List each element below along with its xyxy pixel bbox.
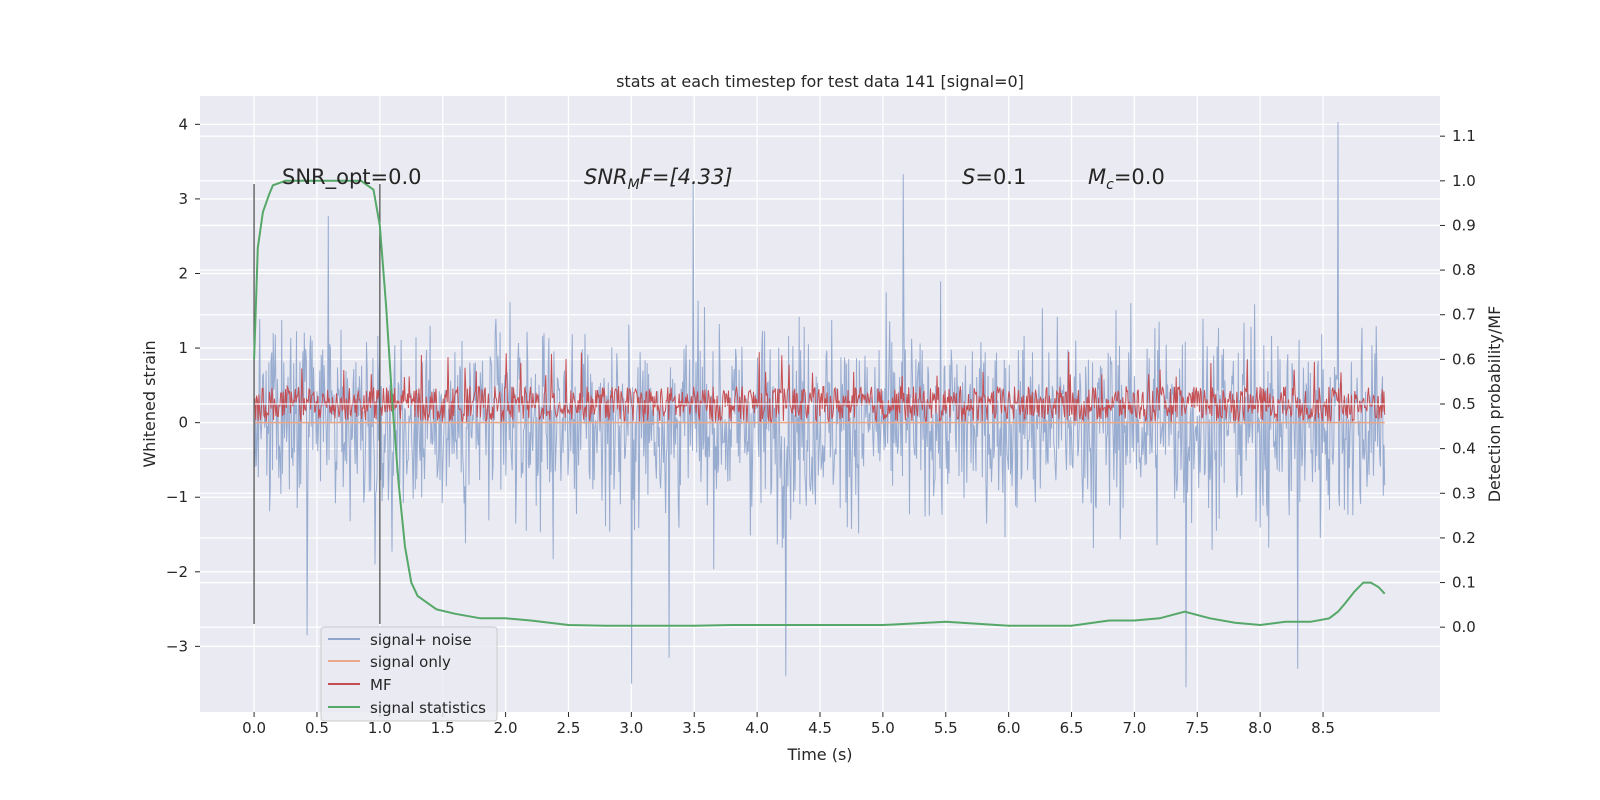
x-axis-ticks: 0.0 0.5 1.0 1.5 2.0 2.5 3.0 3.5 4.0 4.5 5.0 5.5 6.0 6…: [242, 712, 1335, 737]
annotation-snr-mf-sub: M: [628, 177, 640, 193]
legend-label-signal-statistics: signal statistics: [370, 699, 486, 717]
annotation-mc-main: M: [1088, 165, 1106, 189]
annotation-mc-rest: =0.0: [1114, 165, 1165, 189]
x-tick-label: 2.0: [494, 719, 518, 737]
x-tick-label: 8.5: [1311, 719, 1335, 737]
y-axis-left-label: Whitened strain: [140, 340, 159, 467]
x-axis-label: Time (s): [786, 745, 852, 764]
y-left-tick-label: −1: [166, 488, 188, 506]
left-axis-ticks: −3 −2 −1 0 1 2 3 4: [166, 115, 200, 655]
right-axis-ticks: 0.0 0.1 0.2 0.3 0.4 0.5 0.6 0.7 0.8 0.9 1.0 1.1: [1440, 127, 1476, 636]
series-signal-noise: [253, 122, 1386, 688]
y-right-tick-label: 0.7: [1452, 306, 1476, 324]
y-right-tick-label: 1.0: [1452, 172, 1476, 190]
annotation-snr-opt: SNR_opt=0.0: [282, 165, 422, 190]
annotation-s-rest: =0.1: [975, 165, 1026, 189]
x-tick-label: 6.0: [997, 719, 1021, 737]
y-right-tick-label: 0.3: [1452, 484, 1476, 502]
legend: signal+ noise signal only MF signal stat…: [320, 626, 498, 722]
x-tick-label: 1.5: [431, 719, 455, 737]
series-mf: [253, 351, 1386, 423]
annotation-snr-mf: SNRMF=[4.33]: [584, 165, 733, 193]
y-left-tick-label: 0: [178, 414, 188, 432]
series-signal-statistics: [253, 179, 1386, 627]
y-right-tick-label: 0.5: [1452, 395, 1476, 413]
x-tick-label: 8.0: [1248, 719, 1272, 737]
annotation-snr-mf-rest: F=[4.33]: [640, 165, 733, 189]
x-tick-label: 4.5: [808, 719, 832, 737]
y-right-tick-label: 0.6: [1452, 350, 1476, 368]
annotation-mc: Mc=0.0: [1088, 165, 1165, 193]
legend-label-signal-noise: signal+ noise: [370, 631, 472, 649]
x-tick-label: 5.5: [934, 719, 958, 737]
y-left-tick-label: 1: [178, 339, 188, 357]
y-right-tick-label: 0.0: [1452, 618, 1476, 636]
legend-label-mf: MF: [370, 676, 392, 694]
mf-line: [253, 351, 1386, 423]
y-right-tick-label: 0.2: [1452, 529, 1476, 547]
signal-noise-line: [253, 122, 1386, 688]
x-tick-label: 3.0: [619, 719, 643, 737]
x-tick-label: 0.5: [305, 719, 329, 737]
x-tick-label: 4.0: [745, 719, 769, 737]
y-left-tick-label: −3: [166, 637, 188, 655]
annotation-mc-sub: c: [1106, 177, 1114, 193]
marker-lines: [253, 184, 381, 624]
x-tick-label: 3.5: [682, 719, 706, 737]
x-tick-label: 5.0: [871, 719, 895, 737]
legend-label-signal-only: signal only: [370, 653, 451, 671]
chart-title: stats at each timestep for test data 141…: [616, 72, 1024, 91]
x-tick-label: 2.5: [557, 719, 581, 737]
annotation-s: S=0.1: [962, 165, 1026, 189]
annotation-snr-mf-main: SNR: [584, 165, 628, 189]
x-tick-label: 0.0: [242, 719, 266, 737]
y-right-tick-label: 1.1: [1452, 127, 1476, 145]
y-right-tick-label: 0.4: [1452, 440, 1476, 458]
y-left-tick-label: −2: [166, 563, 188, 581]
y-axis-right-label: Detection probability/MF: [1485, 306, 1504, 503]
y-right-tick-label: 0.1: [1452, 574, 1476, 592]
y-left-tick-label: 3: [178, 190, 188, 208]
x-tick-label: 6.5: [1060, 719, 1084, 737]
x-tick-label: 7.5: [1185, 719, 1209, 737]
y-left-tick-label: 2: [178, 264, 188, 282]
y-left-tick-label: 4: [178, 115, 188, 133]
x-tick-label: 1.0: [368, 719, 392, 737]
legend-box: [320, 626, 498, 722]
y-right-tick-label: 0.9: [1452, 216, 1476, 234]
signal-statistics-line: [253, 179, 1386, 627]
y-right-tick-label: 0.8: [1452, 261, 1476, 279]
annotation-s-main: S: [962, 165, 975, 189]
x-tick-label: 7.0: [1122, 719, 1146, 737]
